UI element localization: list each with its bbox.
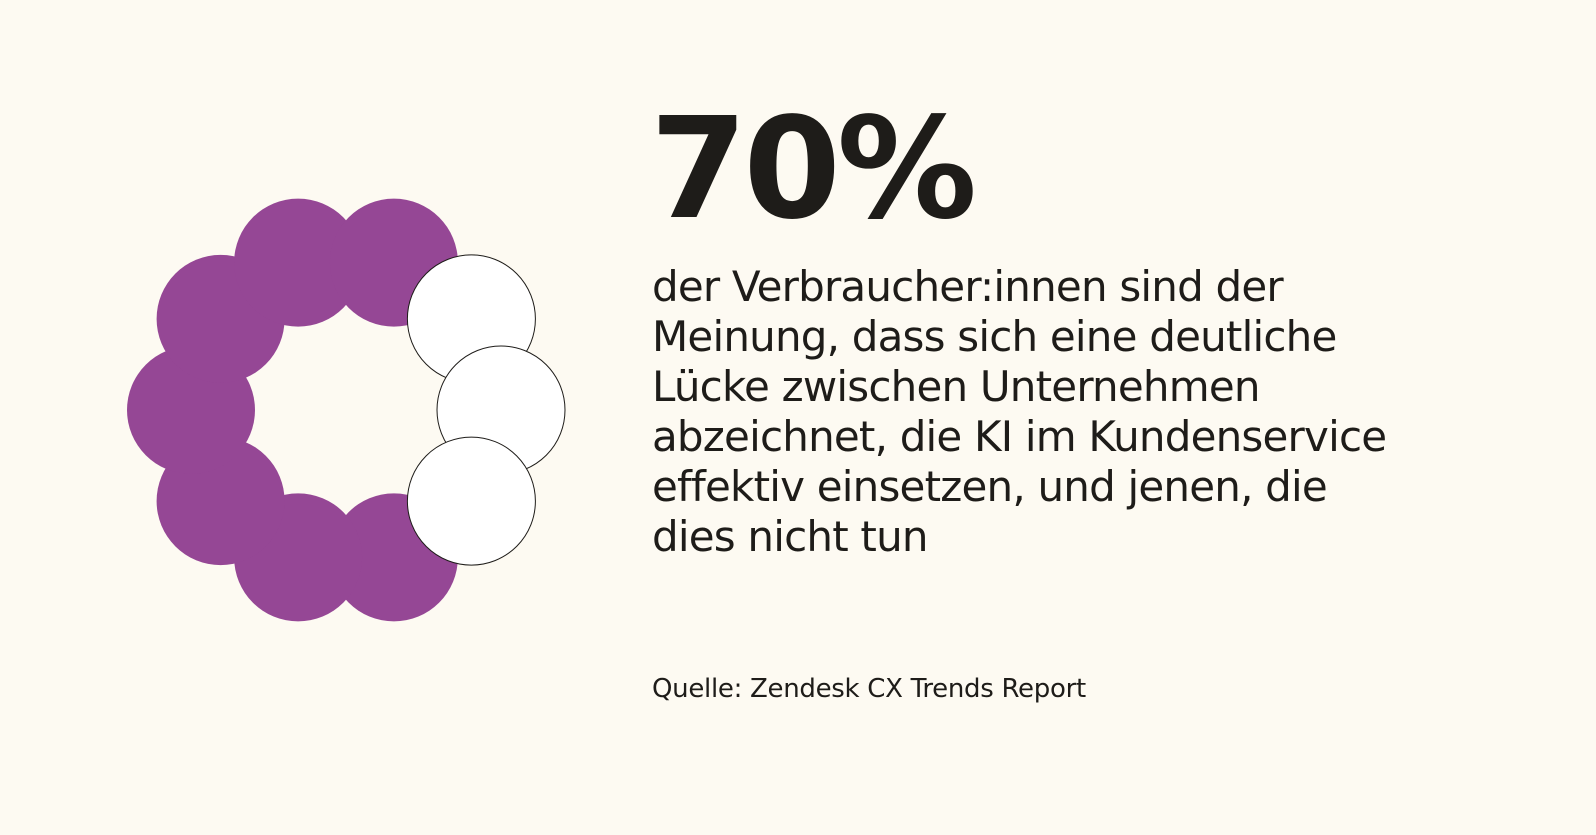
source-note: Quelle: Zendesk CX Trends Report bbox=[652, 674, 1086, 704]
filled-dot bbox=[234, 198, 363, 327]
dot-ring-graphic bbox=[127, 198, 566, 622]
empty-dot bbox=[406, 436, 536, 566]
stat-description: der Verbraucher:innen sind der Meinung, … bbox=[652, 262, 1387, 561]
stat-value: 70% bbox=[650, 88, 977, 251]
